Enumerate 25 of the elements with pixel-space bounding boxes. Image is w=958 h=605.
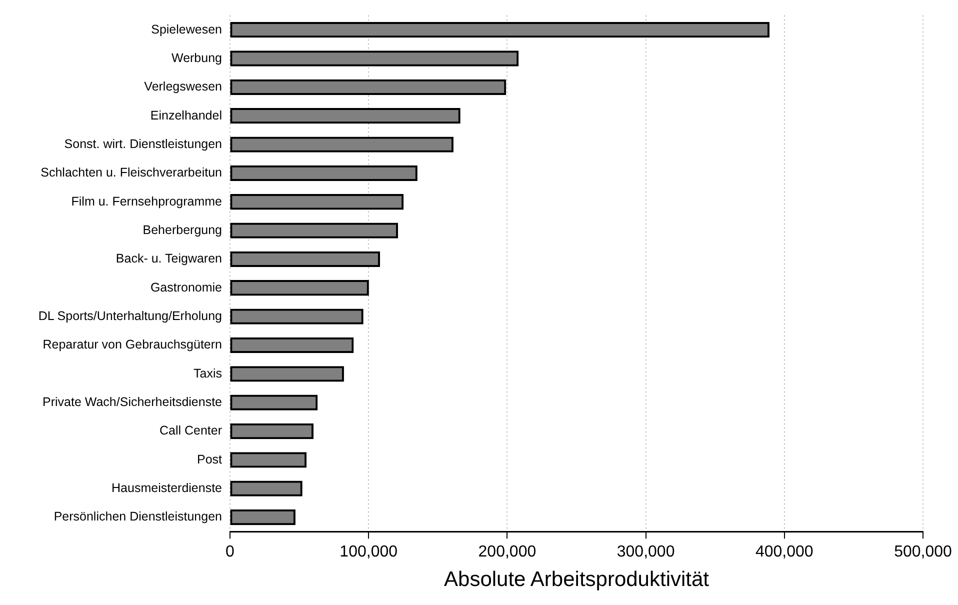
x-tick-label: 400,000: [755, 544, 814, 561]
y-tick-label: Post: [196, 452, 223, 466]
y-tick-label: Werbung: [172, 50, 222, 65]
x-tick-label: 300,000: [616, 544, 675, 561]
x-tick-label: 0: [226, 544, 235, 561]
y-tick-label: Taxis: [194, 366, 222, 380]
y-tick-label: Einzelhandel: [150, 108, 222, 122]
y-tick-label: Back- u. Teigwaren: [116, 252, 222, 266]
y-tick-label: Spielewesen: [151, 22, 222, 36]
x-tick-label: 200,000: [478, 544, 536, 561]
x-tick-label: 500,000: [894, 544, 952, 561]
y-tick-label: Reparatur von Gebrauchsgütern: [42, 338, 222, 352]
y-tick-label: Film u. Fernsehprogramme: [71, 194, 222, 208]
y-tick-label: Gastronomie: [150, 280, 222, 294]
y-tick-label: Sonst. wirt. Dienstleistungen: [64, 136, 222, 151]
y-tick-label: Call Center: [159, 424, 222, 438]
x-axis-title: Absolute Arbeitsproduktivität: [444, 568, 710, 592]
y-tick-label: Persönlichen Dienstleistungen: [54, 510, 222, 524]
x-tick-label: 100,000: [340, 544, 398, 561]
y-tick-label: Beherbergung: [142, 222, 222, 237]
y-tick-label: Hausmeisterdienste: [112, 481, 222, 496]
y-tick-label: DL Sports/Unterhaltung/Erholung: [38, 309, 222, 324]
y-tick-label: Schlachten u. Fleischverarbeitun: [40, 166, 222, 180]
y-tick-label: Verlegswesen: [144, 80, 222, 94]
y-tick-label: Private Wach/Sicherheitsdienste: [42, 395, 222, 410]
